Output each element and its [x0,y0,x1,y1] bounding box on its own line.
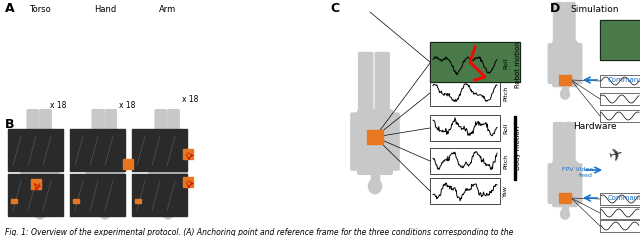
FancyBboxPatch shape [351,113,360,170]
Bar [430,148,500,174]
Bar [37,202,43,208]
FancyBboxPatch shape [149,156,157,201]
Text: ✈: ✈ [606,144,624,165]
Bar [73,199,79,203]
FancyBboxPatch shape [51,156,59,201]
Text: Simulation: Simulation [571,5,620,14]
Bar [11,199,17,203]
Text: Fig. 1: Overview of the experimental protocol. (A) Anchoring point and reference: Fig. 1: Overview of the experimental pro… [5,228,513,236]
Bar [563,205,568,210]
Bar [430,80,500,106]
Text: FPV Video
feed: FPV Video feed [562,167,593,178]
FancyBboxPatch shape [389,113,399,170]
Bar [430,50,500,76]
Bar [559,193,571,203]
Bar [600,110,640,122]
FancyBboxPatch shape [116,156,124,201]
Ellipse shape [163,207,173,219]
Bar [8,129,63,170]
Bar [514,116,516,180]
FancyBboxPatch shape [358,53,372,115]
Text: Pitch: Pitch [503,153,508,169]
Bar [135,199,141,203]
Ellipse shape [100,207,110,219]
Bar [371,172,379,180]
FancyBboxPatch shape [358,110,392,174]
Bar [183,149,193,160]
Bar [430,42,520,82]
Ellipse shape [369,179,381,194]
FancyBboxPatch shape [26,154,54,204]
Text: C: C [330,2,339,15]
FancyBboxPatch shape [548,44,556,83]
FancyBboxPatch shape [27,110,38,158]
FancyBboxPatch shape [92,110,104,158]
FancyBboxPatch shape [21,156,29,201]
FancyBboxPatch shape [105,110,116,158]
Text: x 18: x 18 [119,101,136,110]
Bar [600,207,640,219]
Bar [430,178,500,204]
Bar [600,220,640,232]
Bar [600,20,640,60]
Bar [123,160,133,169]
Text: Roll: Roll [503,57,508,69]
FancyBboxPatch shape [86,156,94,201]
Text: x 18: x 18 [182,96,198,105]
Text: A: A [5,2,15,15]
FancyBboxPatch shape [564,122,575,166]
Bar [165,202,171,208]
FancyBboxPatch shape [91,154,119,204]
Bar [31,180,41,190]
Text: Pitch: Pitch [503,85,508,101]
Bar [367,130,383,144]
FancyBboxPatch shape [564,3,575,46]
Bar [563,84,568,90]
Bar [183,177,193,187]
FancyBboxPatch shape [552,161,577,206]
Text: D: D [550,2,560,15]
FancyBboxPatch shape [155,110,166,158]
Text: Torso: Torso [29,5,51,14]
Bar [600,75,640,87]
FancyBboxPatch shape [40,110,51,158]
Text: Robot motion: Robot motion [515,42,521,88]
Text: Commands: Commands [608,77,640,83]
Bar [132,129,187,170]
Text: Yaw: Yaw [503,185,508,197]
Bar [8,174,63,215]
Bar [132,174,187,215]
Bar [430,42,520,82]
FancyBboxPatch shape [575,44,582,83]
FancyBboxPatch shape [375,53,389,115]
Ellipse shape [35,207,45,219]
Bar [70,129,125,170]
Text: Hardware: Hardware [573,122,617,131]
FancyBboxPatch shape [575,164,582,203]
Text: Body motion: Body motion [515,126,521,170]
FancyBboxPatch shape [548,164,556,203]
Ellipse shape [561,89,570,99]
Text: Commands: Commands [608,195,640,201]
Bar [514,51,516,80]
Text: Hand: Hand [94,5,116,14]
Text: x 18: x 18 [50,101,67,110]
Bar [430,115,500,141]
Text: B: B [5,118,15,131]
FancyBboxPatch shape [552,41,577,87]
Text: Roll: Roll [503,122,508,134]
Bar [102,202,108,208]
FancyBboxPatch shape [154,154,182,204]
FancyBboxPatch shape [554,122,564,166]
Bar [559,75,571,85]
FancyBboxPatch shape [554,3,564,46]
FancyBboxPatch shape [168,110,179,158]
FancyBboxPatch shape [179,156,187,201]
Bar [600,93,640,105]
Text: Arm: Arm [159,5,177,14]
Ellipse shape [561,209,570,219]
Bar [70,174,125,215]
Bar [600,193,640,205]
Bar [600,20,640,60]
